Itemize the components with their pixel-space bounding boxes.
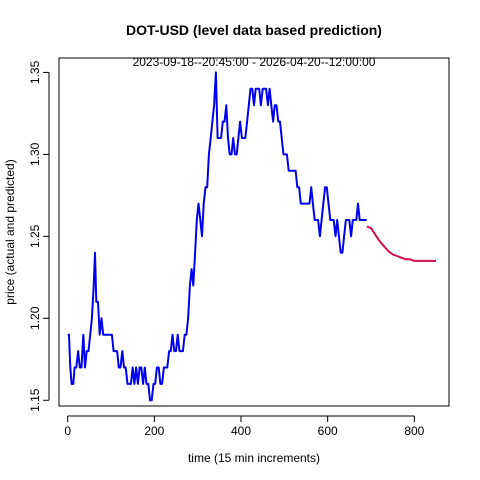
chart-title: DOT-USD (level data based prediction)	[126, 22, 382, 38]
y-axis: 1.15 1.20 1.25 1.30 1.35	[28, 60, 50, 412]
plot-frame	[58, 57, 450, 407]
x-axis: 0 200 400 600 800	[64, 415, 425, 438]
x-axis-label: time (15 min increments)	[188, 451, 320, 465]
y-axis-label: price (actual and predicted)	[3, 159, 17, 304]
chart-subtitle: 2023-09-18--20:45:00 - 2026-04-20--12:00…	[133, 55, 376, 69]
y-tick-label: 1.25	[28, 224, 42, 248]
actual-price-line	[67, 71, 367, 402]
y-tick-label: 1.15	[28, 388, 42, 412]
x-tick-label: 400	[231, 424, 251, 438]
x-tick-label: 600	[318, 424, 338, 438]
x-tick-label: 800	[404, 424, 424, 438]
y-tick-label: 1.30	[28, 142, 42, 166]
y-tick-label: 1.20	[28, 306, 42, 330]
y-tick-label: 1.35	[28, 60, 42, 84]
predicted-price-line	[366, 225, 436, 262]
x-tick-label: 200	[144, 424, 164, 438]
series-layer	[67, 71, 436, 402]
x-tick-label: 0	[64, 424, 71, 438]
